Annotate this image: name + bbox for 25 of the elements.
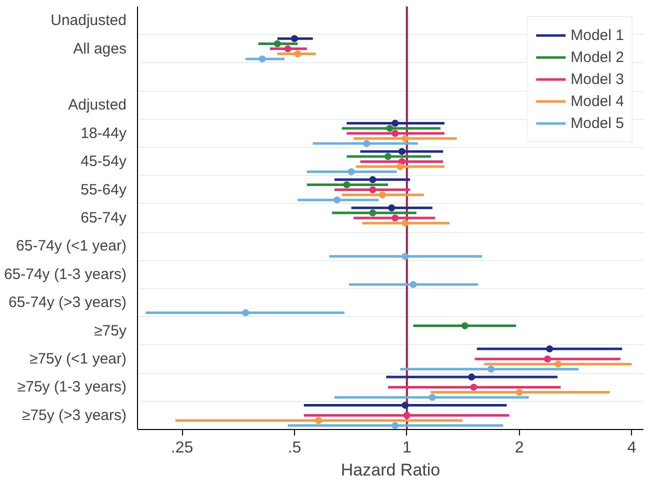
y-tick-label: 65-74y (1-3 years) <box>4 266 127 283</box>
x-tick-label: .5 <box>288 440 302 456</box>
y-tick-label: 65-74y <box>80 210 127 226</box>
y-tick-label: 65-74y (>3 years) <box>8 294 127 312</box>
y-tick-label: ≥75y <box>94 322 127 340</box>
legend-label: Model 2 <box>570 48 624 66</box>
x-tick-label: 1 <box>402 440 412 456</box>
legend-label: Model 5 <box>570 114 624 132</box>
legend-label: Model 4 <box>570 92 624 110</box>
x-tick-label: 4 <box>627 440 636 456</box>
y-tick-label: ≥75y (1-3 years) <box>17 378 127 396</box>
legend-label: Model 1 <box>570 26 624 44</box>
y-tick-label: ≥75y (>3 years) <box>22 406 127 424</box>
y-tick-label: 18-44y <box>80 124 127 142</box>
x-tick-label: .25 <box>170 440 194 456</box>
y-tick-label: ≥75y (<1 year) <box>29 350 127 368</box>
x-axis-title: Hazard Ratio <box>340 460 440 480</box>
y-tick-label: 65-74y (<1 year) <box>16 238 127 255</box>
legend-label: Model 3 <box>570 70 624 88</box>
y-tick-label: Adjusted <box>68 96 126 114</box>
y-tick-label: 55-64y <box>80 181 127 198</box>
y-tick-label: 45-54y <box>80 153 127 170</box>
y-tick-label: Unadjusted <box>50 12 127 30</box>
y-tick-label: All ages <box>73 40 127 58</box>
x-tick-label: 2 <box>514 440 524 456</box>
